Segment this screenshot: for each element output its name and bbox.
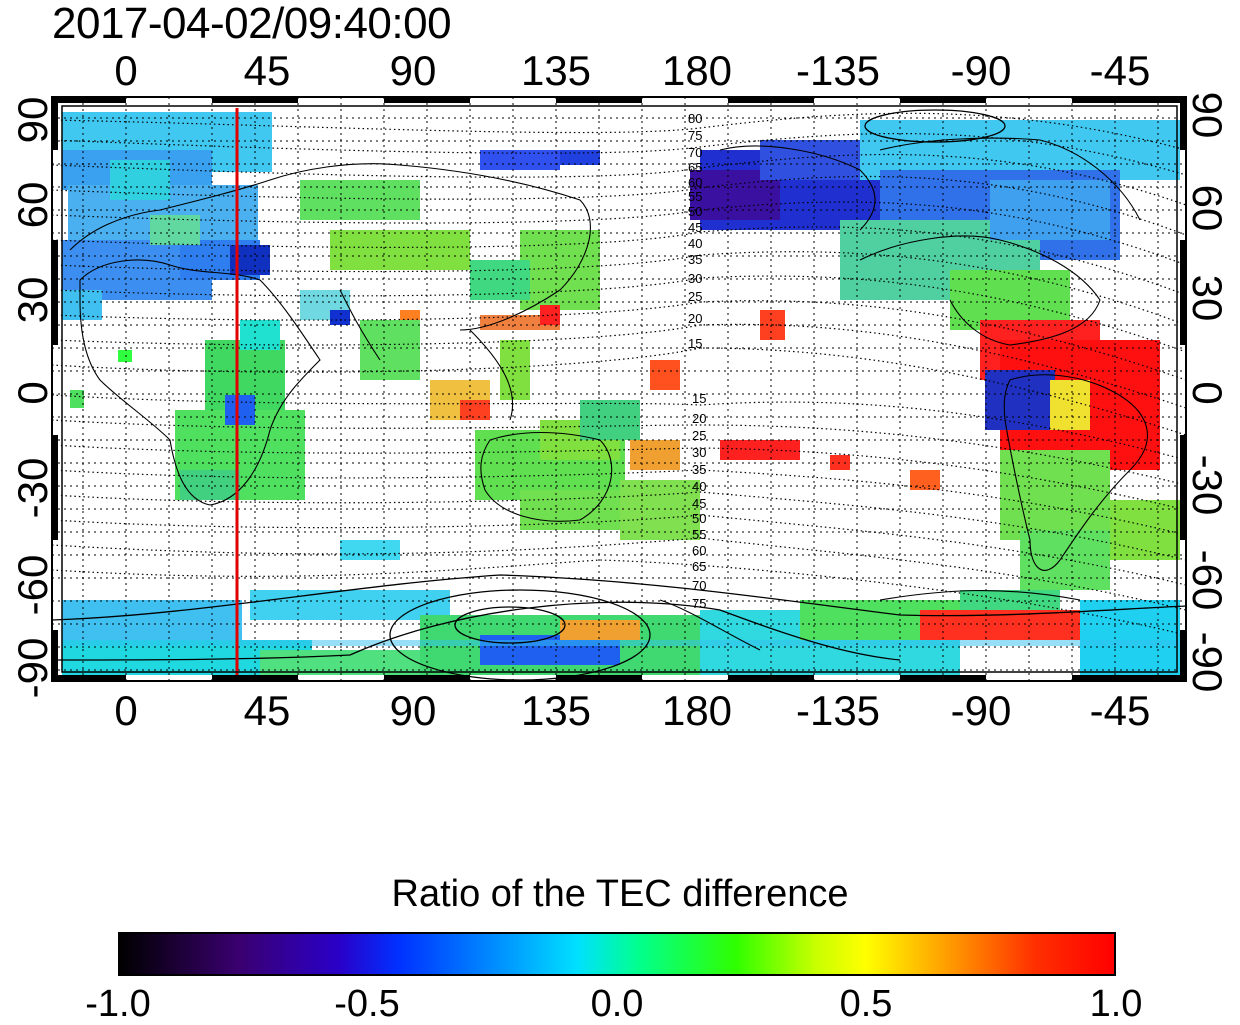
x-tick-bottom: 90 (389, 687, 437, 734)
y-tick-left: -90 (9, 637, 56, 699)
contour-label: 15 (688, 336, 702, 351)
x-tick-bottom: -45 (1089, 687, 1151, 734)
x-tick-bottom: 135 (520, 687, 592, 734)
contour-label: 15 (692, 391, 706, 406)
contour-label: 30 (692, 445, 706, 460)
contour-label: 35 (688, 252, 702, 267)
contour-label: 35 (692, 462, 706, 477)
x-tick-top: -135 (795, 47, 881, 94)
tec-patch-europe (62, 112, 272, 320)
contour-label: 80 (688, 111, 702, 126)
contour-label: 60 (692, 543, 706, 558)
colorbar-label: 0.5 (839, 983, 893, 1025)
y-tick-left: -60 (9, 554, 56, 616)
y-tick-right: 60 (1184, 184, 1231, 232)
x-tick-top: 45 (243, 47, 291, 94)
x-tick-top: -45 (1089, 47, 1151, 94)
colorbar-label: 1.0 (1089, 983, 1143, 1025)
graticule (52, 97, 1186, 681)
colorbar (118, 932, 1116, 976)
y-tick-right: 0 (1184, 381, 1231, 405)
x-tick-top: 90 (389, 47, 437, 94)
tec-data-layer (62, 112, 1182, 675)
y-tick-right: -30 (1184, 454, 1231, 516)
y-tick-left: 60 (9, 181, 56, 229)
colorbar-title: Ratio of the TEC difference (391, 873, 849, 915)
y-tick-left: 30 (9, 276, 56, 324)
y-tick-right: -60 (1184, 549, 1231, 611)
contour-label: 65 (688, 160, 702, 175)
x-tick-bottom: 0 (114, 687, 138, 734)
contour-label: 70 (692, 578, 706, 593)
contour-label: 45 (692, 496, 706, 511)
y-tick-left: -30 (9, 457, 56, 519)
contour-label: 70 (688, 145, 702, 160)
x-tick-top: 0 (114, 47, 138, 94)
contour-label: 20 (688, 311, 702, 326)
contour-label: 50 (688, 204, 702, 219)
contour-label-group: 8075706560555045403530252015152025303540… (688, 111, 706, 611)
contour-label: 25 (688, 289, 702, 304)
inner-frame (61, 105, 1178, 673)
contour-label: 55 (692, 527, 706, 542)
x-tick-bottom: 45 (243, 687, 291, 734)
colorbar-label: -0.5 (334, 983, 400, 1025)
y-tick-right: 90 (1184, 91, 1231, 139)
x-tick-top: 135 (520, 47, 592, 94)
contour-label: 40 (692, 479, 706, 494)
contour-label: 40 (688, 236, 702, 251)
x-tick-top: -90 (950, 47, 1012, 94)
axis-bars (52, 97, 1186, 681)
contour-label: 25 (692, 428, 706, 443)
contour-label: 45 (688, 220, 702, 235)
contour-label: 75 (692, 596, 706, 611)
contour-label: 50 (692, 511, 706, 526)
x-tick-top: 180 (661, 47, 733, 94)
contour-label: 55 (688, 189, 702, 204)
colorbar-label: 0.0 (590, 983, 644, 1025)
coastlines (69, 137, 1148, 651)
contour-label: 75 (688, 128, 702, 143)
y-tick-left: 0 (9, 381, 56, 405)
x-tick-bottom: 180 (661, 687, 733, 734)
y-tick-left: 90 (9, 96, 56, 144)
contour-label: 20 (692, 411, 706, 426)
contour-label: 65 (692, 559, 706, 574)
plot-title: 2017-04-02/09:40:00 (52, 0, 452, 48)
colorbar-label: -1.0 (85, 983, 151, 1025)
x-tick-bottom: -135 (795, 687, 881, 734)
contour-label: 30 (688, 271, 702, 286)
magnetic-latitude-contours (52, 112, 1186, 636)
y-tick-right: -90 (1184, 631, 1231, 693)
y-tick-right: 30 (1184, 274, 1231, 322)
contour-label: 60 (688, 175, 702, 190)
tec-patch-asia (300, 150, 600, 420)
x-tick-bottom: -90 (950, 687, 1012, 734)
tec-patch-antarctic (62, 590, 1182, 675)
magnetic-pole-contours (52, 109, 1186, 681)
